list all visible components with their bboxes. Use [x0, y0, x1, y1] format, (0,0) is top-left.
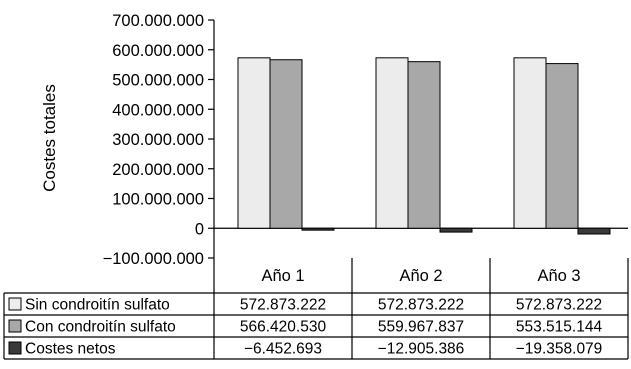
y-tick-label: 100.000.000	[112, 191, 204, 209]
bar	[269, 59, 303, 229]
bar	[301, 227, 335, 231]
data-label: 572.873.222	[516, 297, 602, 314]
bar	[375, 57, 409, 229]
data-label: 566.420.530	[240, 319, 327, 336]
bar	[439, 227, 473, 233]
bar	[237, 57, 271, 229]
data-label: −6.452.693	[244, 341, 322, 358]
data-table: Año 1 Año 2 Año 3 Sin condroitín sulfato 572…	[3, 258, 629, 360]
data-label: 572.873.222	[378, 297, 464, 314]
y-tick-label: 0	[195, 220, 204, 238]
y-tick-label: 300.000.000	[112, 131, 204, 149]
bar	[577, 227, 611, 235]
legend-swatch	[8, 297, 22, 311]
data-label: −12.905.386	[378, 341, 465, 358]
y-axis-label: Costes totales	[40, 84, 59, 192]
data-label: −19.358.079	[516, 341, 603, 358]
bar	[513, 57, 547, 229]
y-tick-label: −100.000.000	[103, 250, 204, 268]
y-tick-label: 400.000.000	[112, 101, 204, 119]
x-category-label: Año 3	[537, 267, 580, 285]
y-tick-label: 700.000.000	[112, 12, 204, 30]
bars	[237, 57, 611, 235]
data-label: 559.967.837	[378, 319, 464, 336]
bar	[545, 63, 579, 229]
legend-swatch	[8, 319, 22, 333]
y-tick-label: 500.000.000	[112, 72, 204, 90]
x-category-label: Año 1	[261, 267, 304, 285]
y-tick-label: 200.000.000	[112, 161, 204, 179]
data-label: 572.873.222	[240, 297, 326, 314]
legend-entry: Sin condroitín sulfato	[25, 297, 170, 314]
y-tick-label: 600.000.000	[112, 42, 204, 60]
legend-entry: Costes netos	[25, 341, 116, 358]
legend-swatch	[8, 341, 22, 355]
x-category-label: Año 2	[399, 267, 442, 285]
bar	[407, 61, 441, 229]
data-label: 553.515.144	[516, 319, 603, 336]
legend-entry: Con condroitín sulfato	[25, 319, 176, 336]
